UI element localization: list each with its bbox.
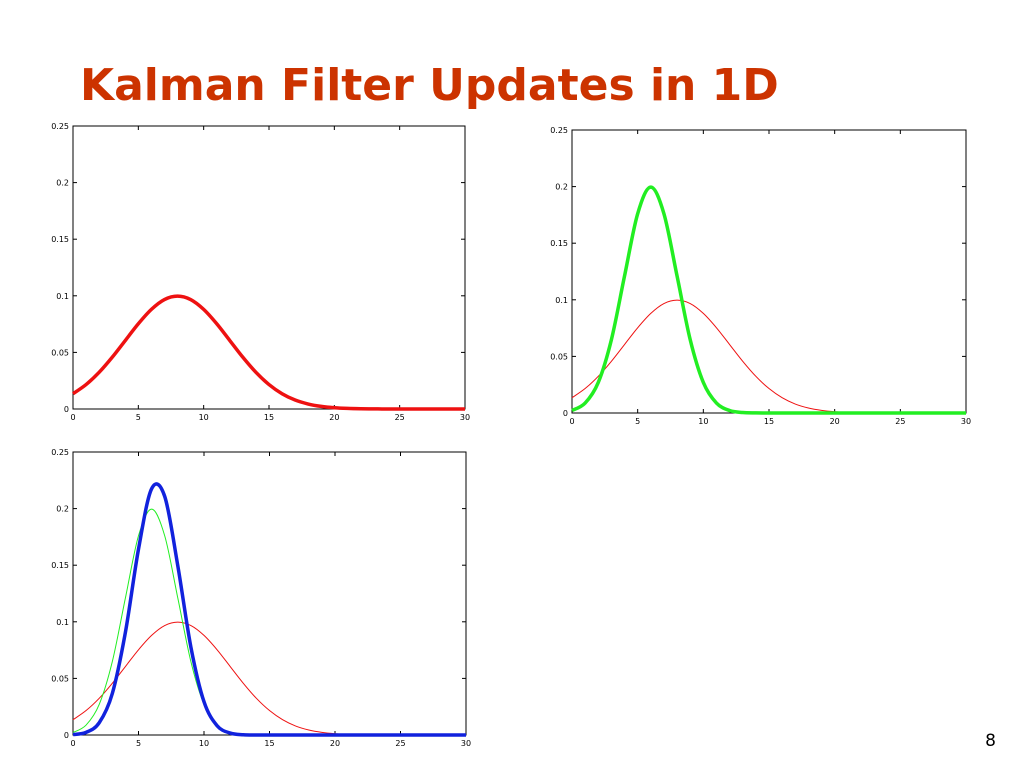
x-tick-label: 5	[136, 413, 141, 422]
y-tick-label: 0	[64, 731, 69, 740]
series-line	[571, 299, 966, 414]
y-tick-label: 0.1	[56, 618, 69, 627]
series-line	[72, 508, 466, 736]
y-tick-label: 0.25	[550, 126, 568, 135]
y-tick-label: 0.2	[555, 183, 568, 192]
x-tick-label: 10	[199, 413, 209, 422]
chart: 0 5 10 15 20 25 30 0 0.05 0.1 0.15 0.2 0.25	[51, 122, 470, 422]
slide-title: Kalman Filter Updates in 1D	[80, 60, 779, 111]
y-tick-label: 0.05	[51, 674, 69, 683]
x-tick-label: 30	[460, 413, 470, 422]
y-tick-label: 0.05	[51, 348, 69, 357]
y-tick-label: 0.2	[56, 179, 69, 188]
x-tick-label: 0	[70, 413, 75, 422]
x-tick-label: 20	[330, 739, 340, 748]
x-tick-label: 10	[698, 417, 708, 426]
y-tick-label: 0.1	[56, 292, 69, 301]
y-tick-label: 0.25	[51, 122, 69, 131]
chart: 0 5 10 15 20 25 30 0 0.05 0.1 0.15 0.2 0.25	[550, 126, 971, 426]
y-tick-label: 0.2	[56, 505, 69, 514]
x-tick-label: 15	[264, 739, 274, 748]
x-tick-label: 5	[136, 739, 141, 748]
x-tick-label: 30	[961, 417, 971, 426]
plot-frame	[72, 125, 466, 410]
x-tick-label: 0	[70, 739, 75, 748]
x-tick-label: 20	[830, 417, 840, 426]
x-tick-label: 20	[329, 413, 339, 422]
x-tick-label: 0	[569, 417, 574, 426]
x-tick-label: 15	[264, 413, 274, 422]
plot-frame	[571, 129, 967, 414]
series-line	[71, 294, 465, 411]
chart: 0 5 10 15 20 25 30 0 0.05 0.1 0.15 0.2 0.25	[51, 448, 471, 748]
page-number: 8	[985, 731, 996, 751]
y-tick-label: 0.05	[550, 352, 568, 361]
series-line	[72, 482, 466, 737]
series-line	[72, 621, 466, 736]
y-tick-label: 0.15	[51, 561, 69, 570]
y-tick-label: 0.25	[51, 448, 69, 457]
x-tick-label: 5	[635, 417, 640, 426]
x-tick-label: 30	[461, 739, 471, 748]
x-tick-label: 25	[395, 413, 405, 422]
y-tick-label: 0	[64, 405, 69, 414]
series-line	[571, 185, 966, 415]
x-tick-label: 25	[395, 739, 405, 748]
y-tick-label: 0	[563, 409, 568, 418]
y-tick-label: 0.1	[555, 296, 568, 305]
x-tick-label: 10	[199, 739, 209, 748]
x-tick-label: 15	[764, 417, 774, 426]
x-tick-label: 25	[895, 417, 905, 426]
y-tick-label: 0.15	[51, 235, 69, 244]
y-tick-label: 0.15	[550, 239, 568, 248]
